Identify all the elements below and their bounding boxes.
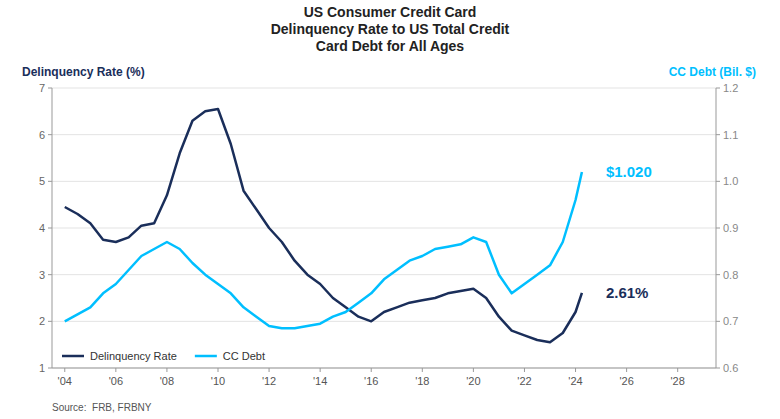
- y2-tick: [716, 274, 720, 275]
- y2-tick-label: 1.2: [723, 82, 738, 94]
- y-tick: [48, 368, 52, 369]
- x-tick: [269, 368, 270, 372]
- x-tick: [422, 368, 423, 372]
- y-tick: [48, 274, 52, 275]
- x-tick-label: '14: [313, 375, 327, 387]
- x-tick-label: '12: [262, 375, 276, 387]
- x-tick: [115, 368, 116, 372]
- legend-label: CC Debt: [223, 350, 265, 362]
- y2-tick: [716, 368, 720, 369]
- grid-line: [52, 134, 716, 135]
- x-axis-line: [52, 368, 716, 369]
- x-tick-label: '20: [466, 375, 480, 387]
- x-tick: [218, 368, 219, 372]
- x-tick-label: '26: [619, 375, 633, 387]
- y2-tick: [716, 181, 720, 182]
- y-tick: [48, 181, 52, 182]
- legend-swatch: [62, 355, 84, 358]
- y-tick-label: 5: [39, 175, 45, 187]
- y2-tick-label: 0.6: [723, 362, 738, 374]
- x-tick-label: '22: [517, 375, 531, 387]
- y2-tick: [716, 228, 720, 229]
- x-tick-label: '06: [109, 375, 123, 387]
- y2-tick-label: 0.7: [723, 315, 738, 327]
- y2-tick: [716, 88, 720, 89]
- x-tick-label: '10: [211, 375, 225, 387]
- y2-tick: [716, 134, 720, 135]
- x-tick: [677, 368, 678, 372]
- x-tick: [524, 368, 525, 372]
- grid-line: [52, 181, 716, 182]
- y-tick: [48, 88, 52, 89]
- y-tick: [48, 134, 52, 135]
- x-tick: [575, 368, 576, 372]
- grid-line: [52, 368, 716, 369]
- y2-tick-label: 0.9: [723, 222, 738, 234]
- annotation: 2.61%: [606, 284, 649, 301]
- x-tick: [64, 368, 65, 372]
- legend: Delinquency Rate CC Debt: [62, 350, 265, 362]
- y2-tick: [716, 321, 720, 322]
- y-axis-label: Delinquency Rate (%): [22, 65, 145, 79]
- y-tick: [48, 228, 52, 229]
- y2-tick-label: 1.0: [723, 175, 738, 187]
- chart: US Consumer Credit CardDelinquency Rate …: [0, 0, 780, 419]
- legend-label: Delinquency Rate: [90, 350, 177, 362]
- x-tick: [626, 368, 627, 372]
- series-line: [65, 109, 582, 342]
- y-tick-label: 1: [39, 362, 45, 374]
- grid-line: [52, 228, 716, 229]
- x-tick-label: '24: [568, 375, 582, 387]
- x-tick-label: '04: [58, 375, 72, 387]
- source: Source: FRB, FRBNY: [52, 402, 152, 413]
- title-line: Card Debt for All Ages: [316, 38, 465, 54]
- y-tick-label: 6: [39, 129, 45, 141]
- plot-area: [65, 109, 582, 342]
- grid-line: [52, 88, 716, 89]
- y2-tick-label: 0.8: [723, 269, 738, 281]
- y-tick-label: 4: [39, 222, 45, 234]
- y2-axis-label: CC Debt (Bil. $): [669, 65, 756, 79]
- x-tick-label: '16: [364, 375, 378, 387]
- y-tick-label: 7: [39, 82, 45, 94]
- x-tick: [320, 368, 321, 372]
- x-tick: [473, 368, 474, 372]
- y-tick-label: 2: [39, 315, 45, 327]
- x-tick-label: '28: [671, 375, 685, 387]
- annotation: $1.020: [606, 163, 652, 180]
- title-line: US Consumer Credit Card: [304, 4, 477, 20]
- x-tick-label: '08: [160, 375, 174, 387]
- y2-tick-label: 1.1: [723, 129, 738, 141]
- x-tick: [371, 368, 372, 372]
- x-tick-label: '18: [415, 375, 429, 387]
- y-tick: [48, 321, 52, 322]
- x-tick: [166, 368, 167, 372]
- title: US Consumer Credit CardDelinquency Rate …: [271, 4, 510, 54]
- legend-swatch: [195, 355, 217, 358]
- grid-line: [52, 274, 716, 275]
- series-line: [65, 172, 582, 328]
- y-tick-label: 3: [39, 269, 45, 281]
- title-line: Delinquency Rate to US Total Credit: [271, 21, 510, 37]
- grid-line: [52, 321, 716, 322]
